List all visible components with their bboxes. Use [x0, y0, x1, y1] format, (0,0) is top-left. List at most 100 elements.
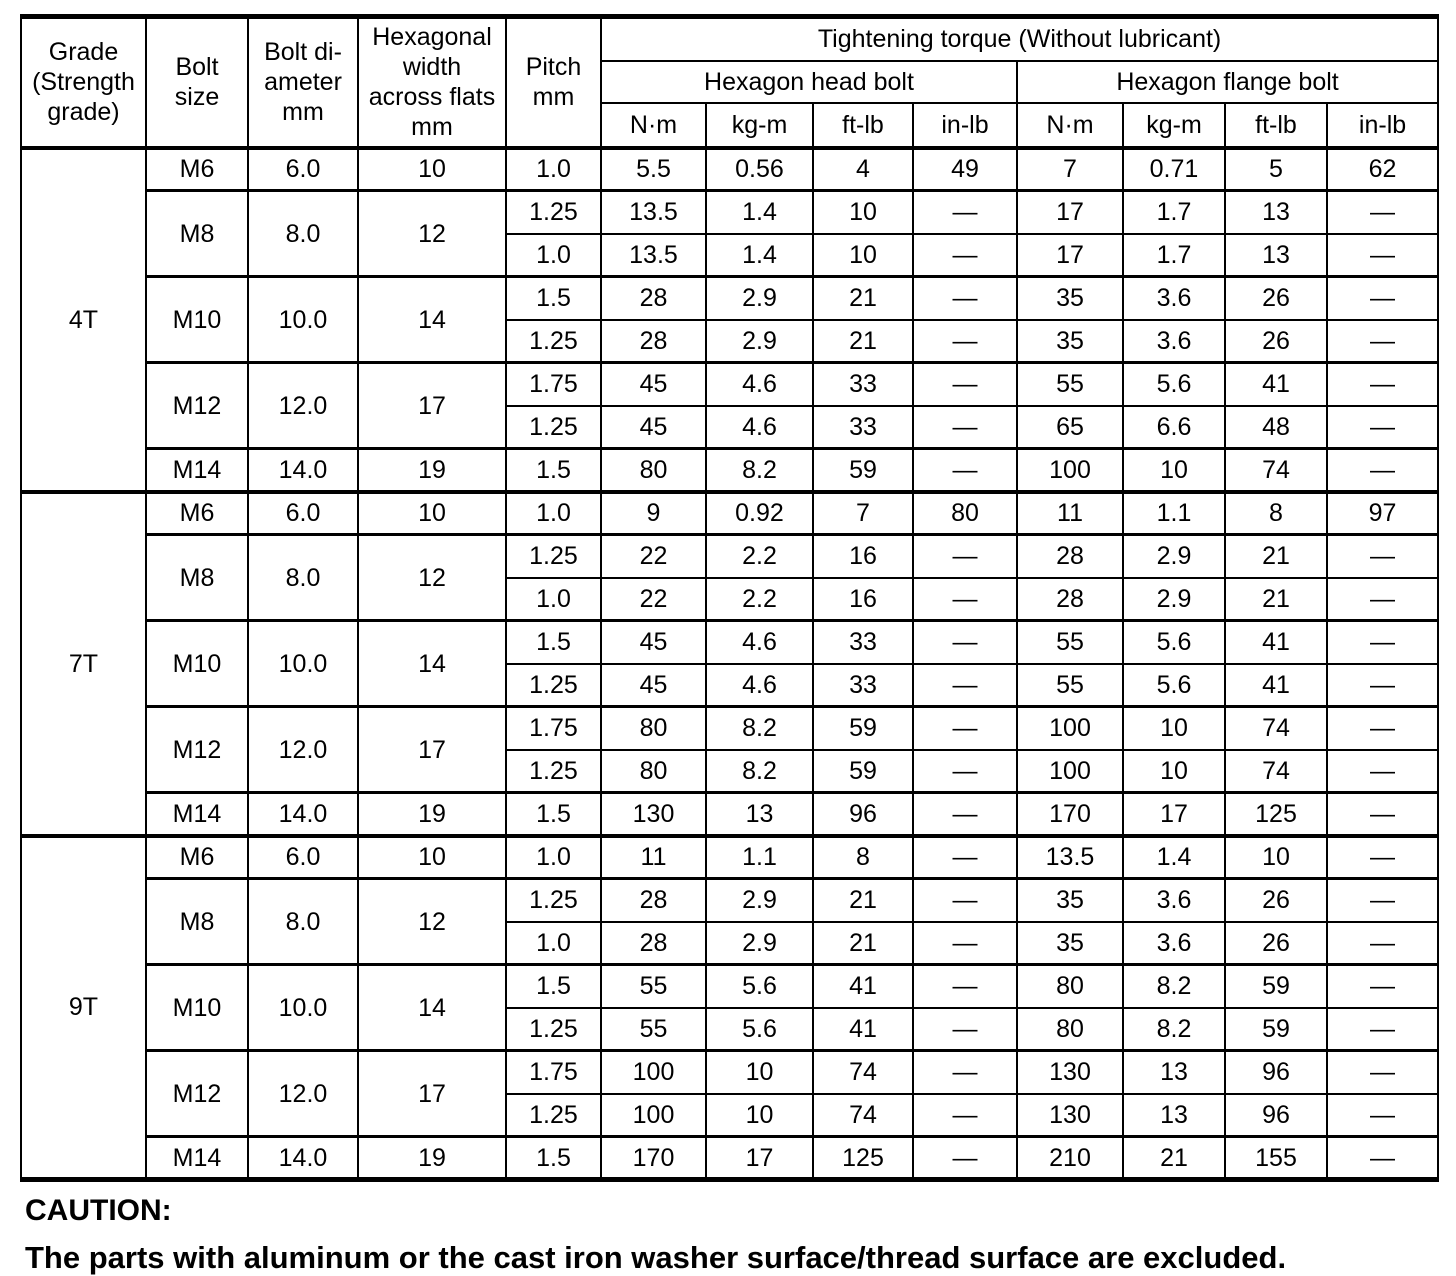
bolt-size-cell: M12	[145, 1049, 249, 1138]
flange-bolt-value-cell: —	[1325, 619, 1440, 665]
flange-bolt-value-cell: 17	[1016, 232, 1124, 278]
head-bolt-value-cell: 33	[812, 662, 914, 708]
head-bolt-value-cell: 5.5	[600, 146, 707, 192]
flange-bolt-value-cell: 65	[1016, 404, 1124, 450]
bolt-size-cell: M14	[145, 447, 249, 493]
head-bolt-value-cell: 74	[812, 1092, 914, 1138]
header-unit-head-nm: N·m	[600, 101, 707, 150]
hex-width-cell: 19	[357, 1135, 507, 1181]
header-unit-head-ftlb: ft-lb	[812, 101, 914, 150]
bolt-diameter-cell: 14.0	[247, 1135, 359, 1181]
flange-bolt-value-cell: —	[1325, 833, 1440, 880]
table-row: 1.25 100 10 74—130 13 96—	[21, 1092, 1440, 1138]
head-bolt-value-cell: —	[912, 1006, 1018, 1052]
flange-bolt-value-cell: 210	[1016, 1135, 1124, 1181]
flange-bolt-value-cell: 35	[1016, 318, 1124, 364]
head-bolt-value-cell: 10	[812, 189, 914, 235]
head-bolt-value-cell: 59	[812, 705, 914, 751]
table-row: 1.25 45 4.6 33—55 5.6 41—	[21, 662, 1440, 708]
head-bolt-value-cell: 2.2	[705, 533, 814, 579]
flange-bolt-value-cell: 55	[1016, 662, 1124, 708]
flange-bolt-value-cell: 13.5	[1016, 833, 1124, 880]
bolt-diameter-cell: 14.0	[247, 447, 359, 493]
flange-bolt-value-cell: 55	[1016, 619, 1124, 665]
flange-bolt-value-cell: 170	[1016, 791, 1124, 837]
head-bolt-value-cell: 59	[812, 447, 914, 493]
pitch-cell: 1.75	[505, 1049, 602, 1095]
flange-bolt-value-cell: 41	[1224, 662, 1328, 708]
flange-bolt-value-cell: 10	[1122, 447, 1226, 493]
bolt-diameter-cell: 12.0	[247, 705, 359, 794]
flange-bolt-value-cell: 6.6	[1122, 404, 1226, 450]
flange-bolt-value-cell: 97	[1325, 489, 1440, 536]
caution-block: CAUTION: The parts with aluminum or the …	[25, 1193, 1437, 1276]
pitch-cell: 1.25	[505, 877, 602, 923]
flange-bolt-value-cell: 130	[1016, 1092, 1124, 1138]
head-bolt-value-cell: 45	[600, 662, 707, 708]
head-bolt-value-cell: 80	[600, 748, 707, 794]
head-bolt-value-cell: 7	[812, 489, 914, 536]
bolt-size-cell: M6	[145, 489, 249, 536]
head-bolt-value-cell: —	[912, 447, 1018, 493]
pitch-cell: 1.75	[505, 705, 602, 751]
bolt-size-cell: M14	[145, 1135, 249, 1181]
head-bolt-value-cell: 74	[812, 1049, 914, 1095]
flange-bolt-value-cell: 1.1	[1122, 489, 1226, 536]
bolt-diameter-cell: 12.0	[247, 1049, 359, 1138]
head-bolt-value-cell: 2.2	[705, 576, 814, 622]
head-bolt-value-cell: 4	[812, 146, 914, 192]
head-bolt-value-cell: 10	[812, 232, 914, 278]
table-row: 9T M6 6.0 10 1.0 11 1.1 8—13.5 1.4 10—	[20, 833, 1440, 1181]
head-bolt-value-cell: 0.56	[705, 146, 814, 192]
head-bolt-value-cell: 28	[600, 318, 707, 364]
head-bolt-value-cell: —	[912, 404, 1018, 450]
hex-width-cell: 14	[357, 619, 507, 708]
pitch-cell: 1.25	[505, 533, 602, 579]
flange-bolt-value-cell: —	[1325, 1135, 1440, 1181]
head-bolt-value-cell: —	[912, 275, 1018, 321]
flange-bolt-value-cell: 59	[1224, 963, 1328, 1009]
flange-bolt-value-cell: —	[1325, 662, 1440, 708]
head-bolt-value-cell: 21	[812, 877, 914, 923]
flange-bolt-value-cell: —	[1325, 1006, 1440, 1052]
head-bolt-value-cell: —	[912, 662, 1018, 708]
flange-bolt-value-cell: 26	[1224, 877, 1328, 923]
pitch-cell: 1.0	[505, 576, 602, 622]
flange-bolt-value-cell: —	[1325, 877, 1440, 923]
pitch-cell: 1.25	[505, 748, 602, 794]
head-bolt-value-cell: 17	[705, 1135, 814, 1181]
hex-width-cell: 14	[357, 275, 507, 364]
pitch-cell: 1.75	[505, 361, 602, 407]
hex-width-cell: 10	[357, 146, 507, 192]
hex-width-cell: 19	[357, 447, 507, 493]
head-bolt-value-cell: 8.2	[705, 705, 814, 751]
flange-bolt-value-cell: —	[1325, 447, 1440, 493]
flange-bolt-value-cell: 28	[1016, 533, 1124, 579]
head-bolt-value-cell: 10	[705, 1049, 814, 1095]
flange-bolt-value-cell: —	[1325, 318, 1440, 364]
head-bolt-value-cell: 2.9	[705, 877, 814, 923]
header-tightening-torque: Tightening torque (Without lubricant)	[599, 15, 1440, 62]
head-bolt-value-cell: 16	[812, 533, 914, 579]
flange-bolt-value-cell: 55	[1016, 361, 1124, 407]
head-bolt-value-cell: 8	[812, 833, 914, 880]
bolt-size-cell: M6	[145, 146, 249, 192]
head-bolt-value-cell: —	[912, 318, 1018, 364]
flange-bolt-value-cell: 80	[1016, 1006, 1124, 1052]
head-bolt-value-cell: 80	[600, 447, 707, 493]
table-row: 1.0 22 2.2 16—28 2.9 21—	[21, 576, 1440, 622]
flange-bolt-value-cell: 96	[1224, 1049, 1328, 1095]
flange-bolt-value-cell: 41	[1224, 619, 1328, 665]
head-bolt-value-cell: 4.6	[705, 662, 814, 708]
head-bolt-value-cell: —	[912, 619, 1018, 665]
head-bolt-value-cell: 49	[912, 146, 1018, 192]
flange-bolt-value-cell: 35	[1016, 920, 1124, 966]
head-bolt-value-cell: 2.9	[705, 920, 814, 966]
head-bolt-value-cell: —	[912, 533, 1018, 579]
pitch-cell: 1.0	[505, 489, 602, 536]
pitch-cell: 1.5	[505, 963, 602, 1009]
head-bolt-value-cell: 45	[600, 619, 707, 665]
head-bolt-value-cell: 33	[812, 361, 914, 407]
header-row-groups: Grade (Strength grade) Bolt size Bolt di…	[20, 15, 1440, 150]
flange-bolt-value-cell: 13	[1224, 232, 1328, 278]
